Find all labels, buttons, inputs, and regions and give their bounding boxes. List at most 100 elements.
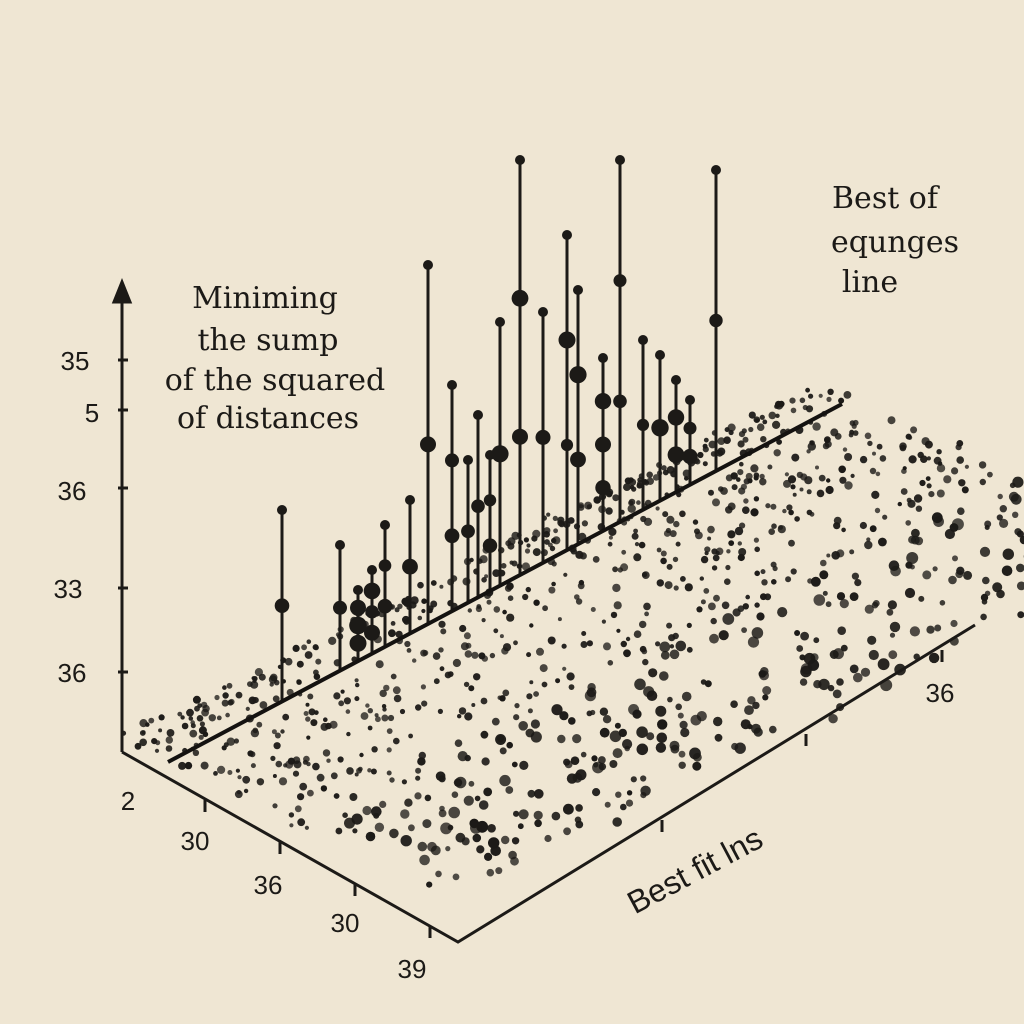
dot [374, 822, 385, 832]
dot [796, 645, 804, 652]
dot [418, 751, 426, 760]
dot [557, 617, 562, 622]
dot [400, 835, 412, 847]
dot [453, 778, 463, 787]
dot [799, 654, 806, 661]
dot [655, 742, 667, 753]
dot [913, 494, 923, 503]
dot [756, 423, 765, 432]
dot [473, 673, 481, 681]
dot [768, 528, 775, 535]
dot [667, 696, 673, 703]
dot [158, 728, 163, 733]
dot [551, 537, 557, 544]
dot [748, 411, 756, 419]
dot [643, 480, 650, 486]
dot [841, 527, 846, 533]
dot [750, 508, 759, 517]
axis-label: 30 [181, 826, 210, 856]
dot [306, 735, 311, 740]
dot [608, 527, 617, 537]
dot [623, 483, 631, 491]
dot [620, 563, 629, 572]
dot [299, 782, 308, 791]
dot [928, 652, 940, 664]
dot [312, 644, 319, 651]
stem-dot [349, 616, 367, 635]
dot [417, 757, 426, 766]
dot [563, 758, 571, 766]
annotation-line: line [842, 265, 898, 300]
dot [902, 466, 907, 471]
dot [592, 556, 600, 563]
dot [417, 615, 423, 621]
dot [480, 730, 489, 739]
dot [225, 712, 230, 718]
dot [387, 714, 395, 722]
dot [789, 397, 796, 404]
dot [614, 722, 621, 729]
dot [656, 732, 668, 744]
dot [833, 516, 842, 525]
dot [854, 579, 862, 587]
dot [818, 474, 826, 482]
dot [399, 708, 406, 715]
dot [533, 810, 543, 820]
dot [581, 631, 587, 636]
dot [783, 479, 791, 488]
dot [326, 758, 331, 763]
dot [677, 712, 684, 719]
dot [502, 689, 510, 697]
dot [422, 650, 429, 656]
dot [313, 673, 321, 680]
dot [807, 442, 816, 451]
dot [192, 749, 200, 756]
dot [692, 761, 702, 771]
dot [345, 709, 351, 714]
dot [463, 795, 474, 806]
dot [392, 686, 401, 695]
dot [879, 455, 887, 462]
dot [256, 778, 265, 786]
axis-arrow [111, 277, 133, 304]
dot [497, 695, 502, 700]
dot [849, 420, 856, 426]
dot [762, 694, 769, 701]
dot [897, 501, 902, 507]
dot [181, 722, 189, 730]
dot [848, 432, 854, 438]
dot [486, 868, 495, 877]
dot [605, 507, 613, 515]
dot [501, 835, 510, 845]
dot [470, 819, 479, 827]
dot [374, 713, 379, 718]
dot [607, 541, 613, 547]
dot [657, 719, 668, 730]
dot [245, 706, 250, 712]
dot [624, 745, 630, 752]
dot [808, 393, 814, 399]
dot [984, 525, 990, 530]
dot [771, 523, 777, 529]
dot [383, 684, 390, 692]
dot [696, 606, 703, 613]
dot [316, 773, 325, 782]
dot [762, 686, 772, 695]
dot [417, 581, 424, 589]
dot [838, 465, 846, 474]
dot [180, 715, 185, 720]
dot [404, 798, 413, 807]
dot [753, 496, 760, 502]
dot [155, 740, 161, 746]
dot [742, 506, 750, 514]
dot [552, 515, 558, 522]
dot [875, 471, 881, 477]
dot [457, 751, 468, 762]
dot [662, 511, 669, 518]
dot [499, 634, 504, 639]
dot [928, 491, 935, 498]
dot [543, 531, 550, 538]
dot [439, 666, 445, 672]
